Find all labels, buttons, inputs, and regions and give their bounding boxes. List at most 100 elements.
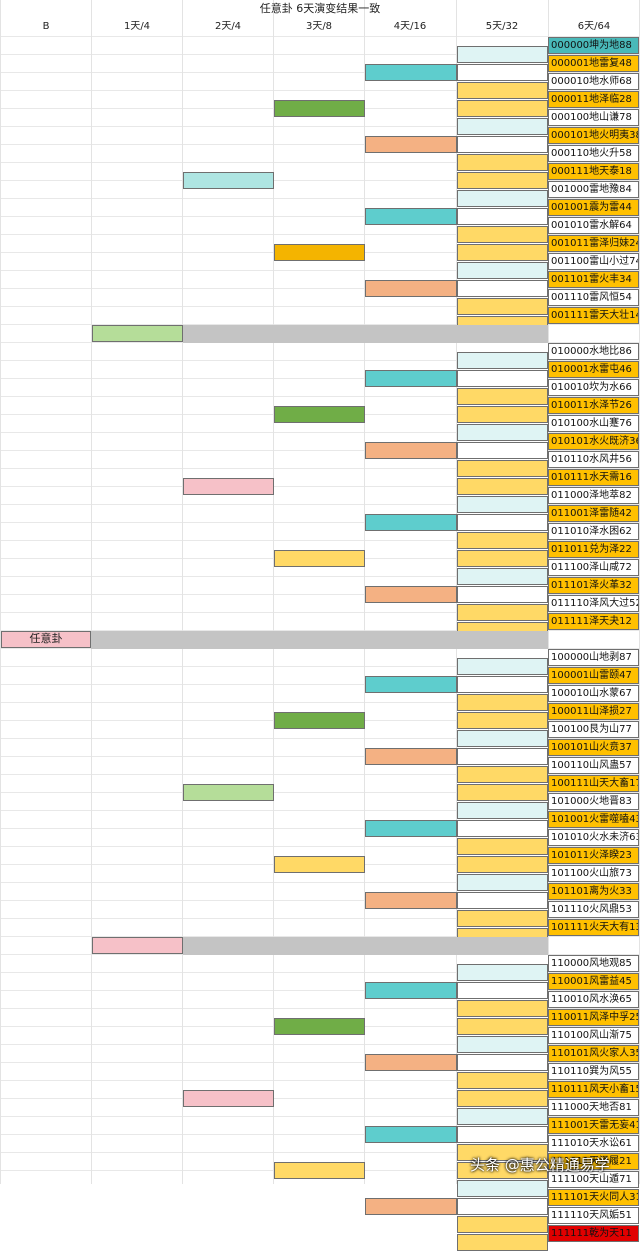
hexagram-cell[interactable]: 000000坤为地88 <box>548 37 639 54</box>
hexagram-cell[interactable]: 001111雷天大壮14 <box>548 307 639 324</box>
day5-node-pair <box>457 982 548 999</box>
hexagram-cell[interactable]: 001001震为雷44 <box>548 199 639 216</box>
hexagram-cell[interactable]: 110001风雷益45 <box>548 973 639 990</box>
day4-node <box>365 676 457 693</box>
hexagram-cell[interactable]: 111101天火同人31 <box>548 1189 639 1206</box>
grid-row-line <box>0 882 640 883</box>
hexagram-cell[interactable]: 001010雷水解64 <box>548 217 639 234</box>
hexagram-cell[interactable]: 010100水山蹇76 <box>548 415 639 432</box>
grid-row-line <box>0 234 640 235</box>
hexagram-cell[interactable]: 100000山地剥87 <box>548 649 639 666</box>
hexagram-cell[interactable]: 011101泽火革32 <box>548 577 639 594</box>
hexagram-cell[interactable]: 011100泽山咸72 <box>548 559 639 576</box>
hexagram-cell[interactable]: 100011山泽损27 <box>548 703 639 720</box>
grid-row-line <box>0 522 640 523</box>
hexagram-cell[interactable]: 100111山天大畜17 <box>548 775 639 792</box>
hexagram-cell[interactable]: 001100雷山小过74 <box>548 253 639 270</box>
day5-node <box>457 568 548 585</box>
hexagram-cell[interactable]: 010101水火既济36 <box>548 433 639 450</box>
hexagram-cell[interactable]: 111111乾为天11 <box>548 1225 639 1242</box>
day4-node <box>365 1126 457 1143</box>
hexagram-cell[interactable]: 000111地天泰18 <box>548 163 639 180</box>
hexagram-cell[interactable]: 100110山风蛊57 <box>548 757 639 774</box>
day5-node-pair <box>457 856 548 873</box>
grid-row-line <box>0 180 640 181</box>
hexagram-cell[interactable]: 011111泽天夬12 <box>548 613 639 630</box>
hexagram-cell[interactable]: 000101地火明夷38 <box>548 127 639 144</box>
hexagram-cell[interactable]: 101101离为火33 <box>548 883 639 900</box>
watermark: 头条 @惠公精通易学 <box>470 1156 610 1174</box>
grid-row-line <box>0 540 640 541</box>
hexagram-cell[interactable]: 010110水风井56 <box>548 451 639 468</box>
hexagram-cell[interactable]: 010000水地比86 <box>548 343 639 360</box>
hexagram-cell[interactable]: 110110巽为风55 <box>548 1063 639 1080</box>
hexagram-cell[interactable]: 001000雷地豫84 <box>548 181 639 198</box>
hexagram-cell[interactable]: 011001泽雷随42 <box>548 505 639 522</box>
grid-row-line <box>0 288 640 289</box>
hexagram-cell[interactable]: 100001山雷颐47 <box>548 667 639 684</box>
hexagram-cell[interactable]: 101010火水未济63 <box>548 829 639 846</box>
hexagram-cell[interactable]: 000110地火升58 <box>548 145 639 162</box>
hexagram-cell[interactable]: 100100艮为山77 <box>548 721 639 738</box>
hexagram-cell[interactable]: 110111风天小畜15 <box>548 1081 639 1098</box>
hexagram-cell[interactable]: 111000天地否81 <box>548 1099 639 1116</box>
day5-node <box>457 496 548 513</box>
hexagram-cell[interactable]: 111010天水讼61 <box>548 1135 639 1152</box>
hexagram-cell[interactable]: 101011火泽睽23 <box>548 847 639 864</box>
hexagram-cell[interactable]: 110100风山渐75 <box>548 1027 639 1044</box>
hexagram-cell[interactable]: 000100地山谦78 <box>548 109 639 126</box>
grid-row-line <box>0 630 640 631</box>
day5-node <box>457 1108 548 1125</box>
hexagram-cell[interactable]: 010001水雷屯46 <box>548 361 639 378</box>
hexagram-cell[interactable]: 101001火雷噬嗑43 <box>548 811 639 828</box>
hexagram-cell[interactable]: 010111水天需16 <box>548 469 639 486</box>
day3-node <box>274 244 365 261</box>
day5-node-pair <box>457 100 548 117</box>
grid-row-line <box>0 324 640 325</box>
hexagram-cell[interactable]: 011010泽水困62 <box>548 523 639 540</box>
hexagram-cell[interactable]: 110010风水涣65 <box>548 991 639 1008</box>
hexagram-cell[interactable]: 110011风泽中孚25 <box>548 1009 639 1026</box>
hexagram-cell[interactable]: 011000泽地萃82 <box>548 487 639 504</box>
day2-node <box>183 1090 274 1107</box>
grid-row-line <box>0 90 640 91</box>
hexagram-cell[interactable]: 110000风地观85 <box>548 955 639 972</box>
grid-row-line <box>0 144 640 145</box>
day5-node <box>457 460 548 477</box>
hexagram-cell[interactable]: 101100火山旅73 <box>548 865 639 882</box>
hexagram-cell[interactable]: 011011兑为泽22 <box>548 541 639 558</box>
hexagram-cell[interactable]: 101111火天大有13 <box>548 919 639 936</box>
hexagram-cell[interactable]: 111001天雷无妄41 <box>548 1117 639 1134</box>
hexagram-cell[interactable]: 000011地泽临28 <box>548 91 639 108</box>
hexagram-cell[interactable]: 101110火风鼎53 <box>548 901 639 918</box>
hexagram-cell[interactable]: 001011雷泽归妹24 <box>548 235 639 252</box>
hexagram-cell[interactable]: 101000火地晋83 <box>548 793 639 810</box>
day5-node-pair <box>457 820 548 837</box>
branch-connector <box>183 325 548 343</box>
hexagram-cell[interactable]: 011110泽风大过52 <box>548 595 639 612</box>
grid-row-line <box>0 360 640 361</box>
hexagram-cell[interactable]: 110101风火家人35 <box>548 1045 639 1062</box>
day4-node <box>365 442 457 459</box>
grid-row-line <box>0 756 640 757</box>
day3-node <box>274 712 365 729</box>
day5-node <box>457 262 548 279</box>
day4-node <box>365 370 457 387</box>
day4-node <box>365 514 457 531</box>
hexagram-cell[interactable]: 000001地雷复48 <box>548 55 639 72</box>
hexagram-cell[interactable]: 111110天风姤51 <box>548 1207 639 1224</box>
hexagram-cell[interactable]: 111011天泽履21 <box>548 1153 639 1170</box>
hexagram-cell[interactable]: 001101雷火丰34 <box>548 271 639 288</box>
day5-node-pair <box>457 892 548 909</box>
hexagram-cell[interactable]: 001110雷风恒54 <box>548 289 639 306</box>
hexagram-cell[interactable]: 000010地水师68 <box>548 73 639 90</box>
grid-row-line <box>0 900 640 901</box>
hexagram-cell[interactable]: 100010山水蒙67 <box>548 685 639 702</box>
hexagram-cell[interactable]: 010011水泽节26 <box>548 397 639 414</box>
hexagram-cell[interactable]: 100101山火贲37 <box>548 739 639 756</box>
hexagram-cell[interactable]: 010010坎为水66 <box>548 379 639 396</box>
grid-row-line <box>0 1008 640 1009</box>
grid-row-line <box>0 306 640 307</box>
day5-node <box>457 82 548 99</box>
day3-node <box>274 100 365 117</box>
